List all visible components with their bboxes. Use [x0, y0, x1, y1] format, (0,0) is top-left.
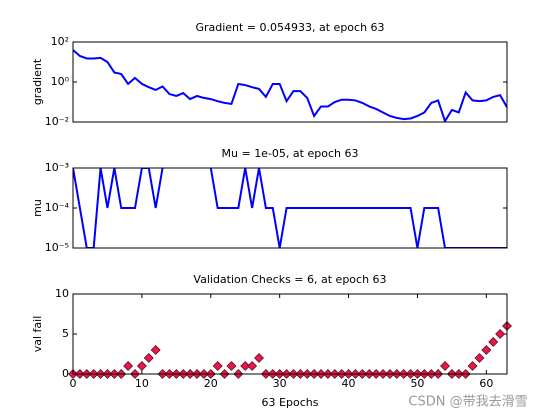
- y-tick-label: 0: [62, 367, 69, 380]
- x-tick-label: 40: [342, 377, 356, 390]
- y-tick-label: 10²: [51, 35, 69, 48]
- x-tick-label: 30: [273, 377, 287, 390]
- watermark: CSDN @带我去滑雪: [408, 395, 527, 410]
- marker: [247, 361, 258, 371]
- y-tick-label: 10⁻³: [45, 161, 69, 174]
- marker: [143, 353, 154, 363]
- axes-box: [72, 41, 508, 123]
- axes-box: [72, 293, 508, 375]
- y-axis-label: mu: [31, 199, 44, 217]
- plot-area: [73, 294, 507, 374]
- marker: [136, 361, 147, 371]
- marker: [481, 345, 492, 355]
- marker: [240, 361, 251, 371]
- x-tick-label: 0: [70, 377, 77, 390]
- axes: Mu = 1e-05, at epoch 63 mu 10⁻⁵ 10⁻⁴ 10⁻³: [31, 147, 508, 254]
- y-tick-label: 10⁻⁴: [45, 201, 70, 214]
- axes: Validation Checks = 6, at epoch 63 val fa…: [31, 273, 512, 409]
- marker: [440, 361, 450, 371]
- marker: [254, 353, 264, 363]
- x-axis-label: 63 Epochs: [262, 396, 319, 409]
- y-tick-label: 10⁻²: [45, 115, 69, 128]
- y-axis-label: gradient: [31, 58, 44, 105]
- marker: [123, 361, 134, 371]
- x-tick-label: 10: [135, 377, 149, 390]
- y-tick-label: 10: [55, 287, 69, 300]
- axes-box: [72, 167, 508, 249]
- y-tick-label: 10⁻⁵: [45, 241, 69, 254]
- marker: [474, 353, 485, 363]
- chart-title: Validation Checks = 6, at epoch 63: [193, 273, 386, 286]
- x-tick-label: 50: [410, 377, 424, 390]
- marker: [150, 345, 161, 355]
- marker: [495, 329, 506, 339]
- marker: [226, 361, 237, 371]
- plot-area: [73, 42, 507, 122]
- x-tick-label: 60: [479, 377, 493, 390]
- marker: [488, 337, 499, 347]
- axes: Gradient = 0.054933, at epoch 63 gradient…: [31, 21, 508, 128]
- data-line: [73, 168, 507, 248]
- y-tick-label: 5: [62, 327, 69, 340]
- chart-title: Mu = 1e-05, at epoch 63: [222, 147, 359, 160]
- marker: [467, 361, 478, 371]
- y-axis-label: val fail: [31, 316, 44, 353]
- marker: [212, 361, 223, 371]
- x-tick-label: 20: [204, 377, 218, 390]
- chart-title: Gradient = 0.054933, at epoch 63: [195, 21, 384, 34]
- y-tick-label: 10⁰: [51, 75, 70, 88]
- data-line: [73, 49, 507, 122]
